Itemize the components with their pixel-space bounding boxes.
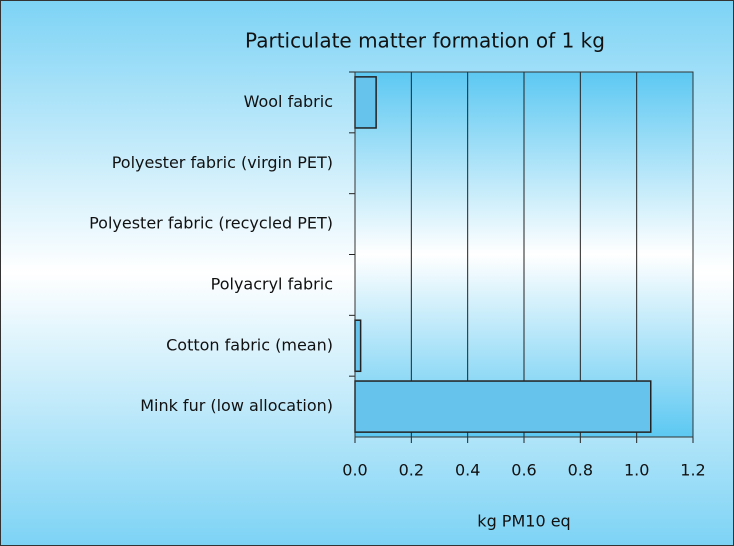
bar xyxy=(354,319,362,373)
x-tick-label: 0.0 xyxy=(342,461,367,480)
bar xyxy=(354,76,377,129)
plot-border xyxy=(354,71,694,438)
chart-title: Particulate matter formation of 1 kg xyxy=(245,29,605,53)
bar xyxy=(354,380,652,433)
y-tick-label: Mink fur (low allocation) xyxy=(140,396,333,415)
x-axis-label: kg PM10 eq xyxy=(477,512,570,531)
y-tick-label: Cotton fabric (mean) xyxy=(166,335,333,354)
x-tick-label: 0.6 xyxy=(511,461,536,480)
x-tick-label: 1.0 xyxy=(624,461,649,480)
x-tick-label: 0.4 xyxy=(455,461,480,480)
y-tick-label: Polyacryl fabric xyxy=(211,274,333,293)
y-tick-label: Polyester fabric (virgin PET) xyxy=(112,153,333,172)
x-tick-label: 0.2 xyxy=(399,461,424,480)
x-tick-label: 1.2 xyxy=(680,461,705,480)
y-tick-label: Polyester fabric (recycled PET) xyxy=(89,214,333,233)
x-tick-label: 0.8 xyxy=(568,461,593,480)
y-tick-label: Wool fabric xyxy=(244,92,333,111)
